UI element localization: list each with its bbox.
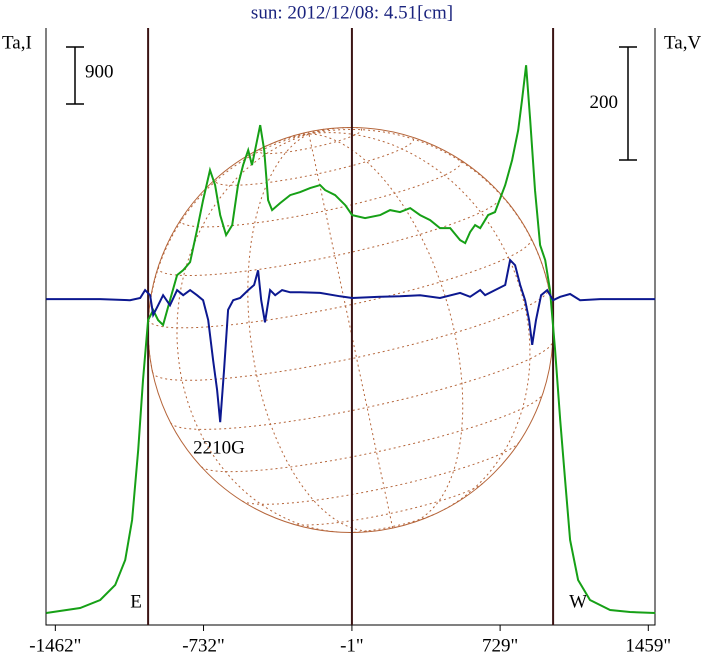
scale-bar-label: 900: [85, 61, 114, 82]
scale-bar-label: 200: [590, 92, 619, 113]
grid-curve: [308, 133, 394, 529]
grid-curve: [308, 132, 531, 510]
frame: [45, 28, 656, 626]
x-tick-label: 1459": [625, 635, 671, 656]
grid-curve: [152, 287, 550, 381]
series-line: [46, 258, 656, 423]
x-tick-label: 729": [482, 635, 518, 656]
grid-curve: [201, 394, 544, 473]
annotation: 2210G: [193, 437, 245, 458]
y2-axis-label: Ta,V: [664, 32, 701, 53]
chart-title: sun: 2012/12/08: 4.51[cm]: [251, 2, 453, 23]
grid-curve: [348, 513, 435, 533]
grid-curve: [176, 133, 339, 533]
grid-curve: [247, 133, 372, 532]
grid-curve: [157, 194, 502, 276]
series-line: [46, 65, 656, 614]
grid-curve: [170, 341, 554, 430]
grid-curve: [291, 482, 484, 526]
grid-curve: [308, 133, 464, 523]
solar-disk: [147, 127, 554, 533]
limb-label: W: [569, 591, 587, 612]
x-tick-label: -732": [182, 635, 225, 656]
y-axis-label: Ta,I: [2, 32, 32, 53]
x-tick-label: -1462": [29, 635, 81, 656]
limb-label: E: [130, 591, 142, 612]
x-tick-label: -1": [340, 635, 364, 656]
